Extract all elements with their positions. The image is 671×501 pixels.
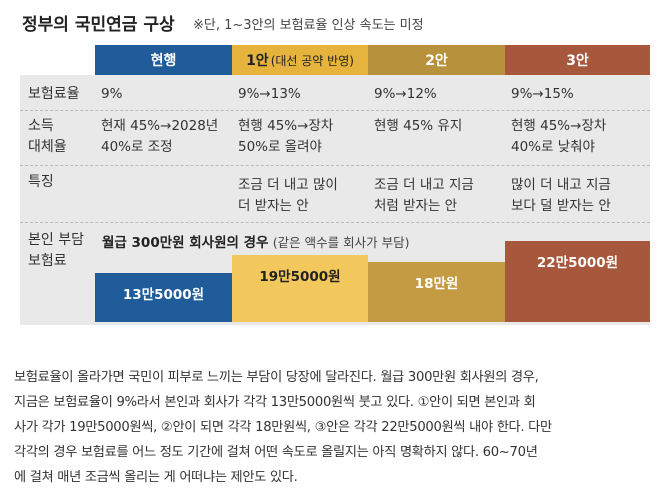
amount-label: 22만5000원 (536, 255, 619, 271)
title: 정부의 국민연금 구상 (22, 15, 175, 35)
cell: 9%→13% (238, 86, 301, 102)
cell: 9% (101, 86, 123, 102)
caption-note: (같은 액수를 회사가 부담) (272, 235, 410, 250)
amount-label: 18만원 (414, 276, 459, 292)
header-text: 2안 (425, 53, 448, 69)
paragraph-line: 에 걸쳐 매년 조금씩 올리는 게 어떠냐는 제안도 있다. (14, 470, 298, 485)
header-subtext: (대선 공약 반영) (270, 53, 354, 68)
burden-caption: 월급 300만원 회사원의 경우 (같은 액수를 회사가 부담) (102, 231, 409, 251)
amount-bar: 13만5000원 (95, 273, 232, 322)
paragraph-line: 각각의 경우 보험료를 어느 정도 기간에 걸쳐 어떤 속도로 올릴지는 아직 … (14, 445, 538, 460)
cell: 현재 45%→2028년 40%로 조정 (101, 118, 219, 155)
cell: 9%→15% (511, 86, 574, 102)
cell: 9%→12% (374, 86, 437, 102)
amount-bar: 18만원 (368, 262, 505, 322)
column-header: 현행 (95, 45, 232, 75)
amount-bar: 19만5000원 (232, 255, 368, 322)
row-label: 보험료율 (28, 86, 80, 102)
cell: 많이 더 내고 지금 보다 덜 받자는 안 (511, 177, 611, 214)
row-label: 본인 부담 보험료 (28, 232, 84, 269)
amount-label: 13만5000원 (122, 287, 205, 303)
paragraph-line: 지금은 보험료율이 9%라서 본인과 회사가 각각 13만5000원씩 붓고 있… (14, 395, 536, 410)
header-text: 현행 (150, 53, 177, 69)
cell: 현행 45%→장차 40%로 낮춰야 (511, 118, 607, 155)
column-header: 3안 (505, 45, 650, 75)
cell: 현행 45% 유지 (374, 118, 463, 134)
caption-text: 월급 300만원 회사원의 경우 (102, 235, 269, 251)
row-separator (20, 165, 650, 166)
amount-label: 19만5000원 (259, 269, 341, 285)
note: ※단, 1~3안의 보험료율 인상 속도는 미정 (193, 18, 424, 33)
row-label: 특징 (28, 174, 54, 190)
paragraph-line: 보험료율이 올라가면 국민이 피부로 느끼는 부담이 당장에 달라진다. 월급 … (14, 370, 539, 385)
row-separator (20, 110, 650, 111)
column-header: 2안 (368, 45, 505, 75)
header-text: 1안 (246, 53, 269, 69)
header-text: 3안 (566, 53, 589, 69)
column-header: 1안 (대선 공약 반영) (232, 45, 368, 75)
row-separator (20, 222, 650, 223)
cell: 조금 더 내고 많이 더 받자는 안 (238, 177, 338, 214)
paragraph-line: 사가 각가 19만5000원씩, ②안이 되면 각각 18만원씩, ③안은 각각… (14, 420, 552, 435)
cell: 현행 45%→장차 50%로 올려야 (238, 118, 334, 155)
cell: 조금 더 내고 지금 처럼 받자는 안 (374, 177, 474, 214)
amount-bar: 22만5000원 (505, 241, 650, 322)
row-label: 소득 대체율 (28, 118, 67, 155)
